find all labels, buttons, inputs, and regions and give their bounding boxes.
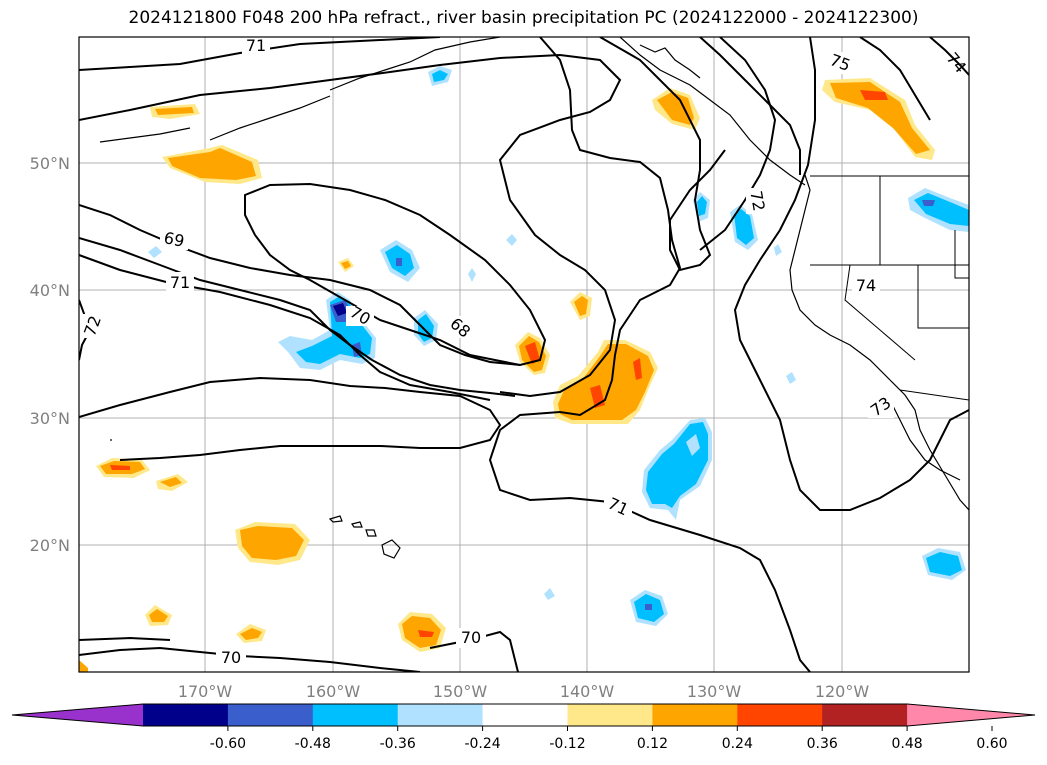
colorbar-segment (312, 704, 399, 726)
colorbar-segment (227, 704, 314, 726)
colorbar-tick-label: 0.12 (637, 736, 668, 752)
precip-positive (79, 78, 935, 672)
contour-label-70-southwest: 70 (221, 648, 241, 667)
latitude-labels: 50°N 40°N 30°N 20°N (30, 154, 70, 555)
map-title: 2024121800 F048 200 hPa refract., river … (128, 8, 919, 28)
colorbar-tick-label: 0.36 (807, 736, 838, 752)
colorbar-tick-label: 0.48 (892, 736, 923, 752)
lon-label-140w: 140°W (560, 682, 615, 701)
colorbar-tick-label: -0.12 (549, 736, 585, 752)
colorbar-tick-label: 0.24 (722, 736, 753, 752)
colorbar-tick-label: -0.36 (380, 736, 416, 752)
colorbar-segment (482, 704, 568, 726)
colorbar-segment (822, 704, 908, 726)
colorbar-segment (143, 704, 229, 726)
colorbar-tick-label: -0.48 (295, 736, 331, 752)
lon-label-160w: 160°W (306, 682, 361, 701)
contours (79, 37, 969, 672)
islands (110, 439, 401, 559)
colorbar-extend-low (12, 704, 143, 726)
contour-label-72-east: 72 (746, 189, 768, 212)
lon-label-130w: 130°W (687, 682, 742, 701)
colorbar-tick-label: -0.60 (210, 736, 246, 752)
lat-label-30n: 30°N (30, 409, 70, 428)
colorbar-segment (567, 704, 653, 726)
colorbar-tick-label: 0.60 (976, 736, 1007, 752)
longitude-labels: 170°W 160°W 150°W 140°W 130°W 120°W (178, 682, 870, 701)
lon-label-150w: 150°W (433, 682, 488, 701)
contour-label-71: 71 (246, 36, 266, 55)
colorbar: -0.60 -0.48 -0.36 -0.24 -0.12 0.12 0.24 0.36 0.4… (11, 703, 1036, 752)
colorbar-extend-high (907, 704, 1035, 726)
contour-label-bgs (82, 37, 894, 668)
contour-label-70-south: 70 (461, 628, 481, 647)
map-frame (78, 36, 970, 673)
lon-label-120w: 120°W (815, 682, 870, 701)
lat-label-20n: 20°N (30, 536, 70, 555)
borders (810, 175, 969, 401)
lon-label-170w: 170°W (178, 682, 233, 701)
lat-label-50n: 50°N (30, 154, 70, 173)
colorbar-segment (397, 704, 484, 726)
colorbar-segment (737, 704, 823, 726)
contour-label-74: 74 (856, 276, 876, 295)
lat-label-40n: 40°N (30, 281, 70, 300)
colorbar-tick-label: -0.24 (464, 736, 500, 752)
contour-label-71-west: 71 (170, 273, 190, 292)
coastlines (99, 37, 969, 511)
colorbar-outline (11, 703, 1036, 727)
colorbar-segment (652, 704, 738, 726)
contour-label-69: 69 (162, 228, 186, 251)
